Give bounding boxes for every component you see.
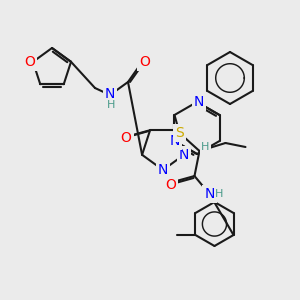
Text: O: O <box>121 131 131 145</box>
Text: S: S <box>175 126 184 140</box>
Text: O: O <box>25 55 35 69</box>
Text: H: H <box>107 100 115 110</box>
Text: N: N <box>169 134 180 148</box>
Text: N: N <box>179 148 189 162</box>
Text: H: H <box>215 189 224 199</box>
Text: N: N <box>105 87 115 101</box>
Text: O: O <box>140 55 150 69</box>
Text: N: N <box>158 163 168 177</box>
Text: H: H <box>201 142 210 152</box>
Text: O: O <box>165 178 176 192</box>
Text: N: N <box>204 187 215 201</box>
Text: N: N <box>194 95 204 109</box>
